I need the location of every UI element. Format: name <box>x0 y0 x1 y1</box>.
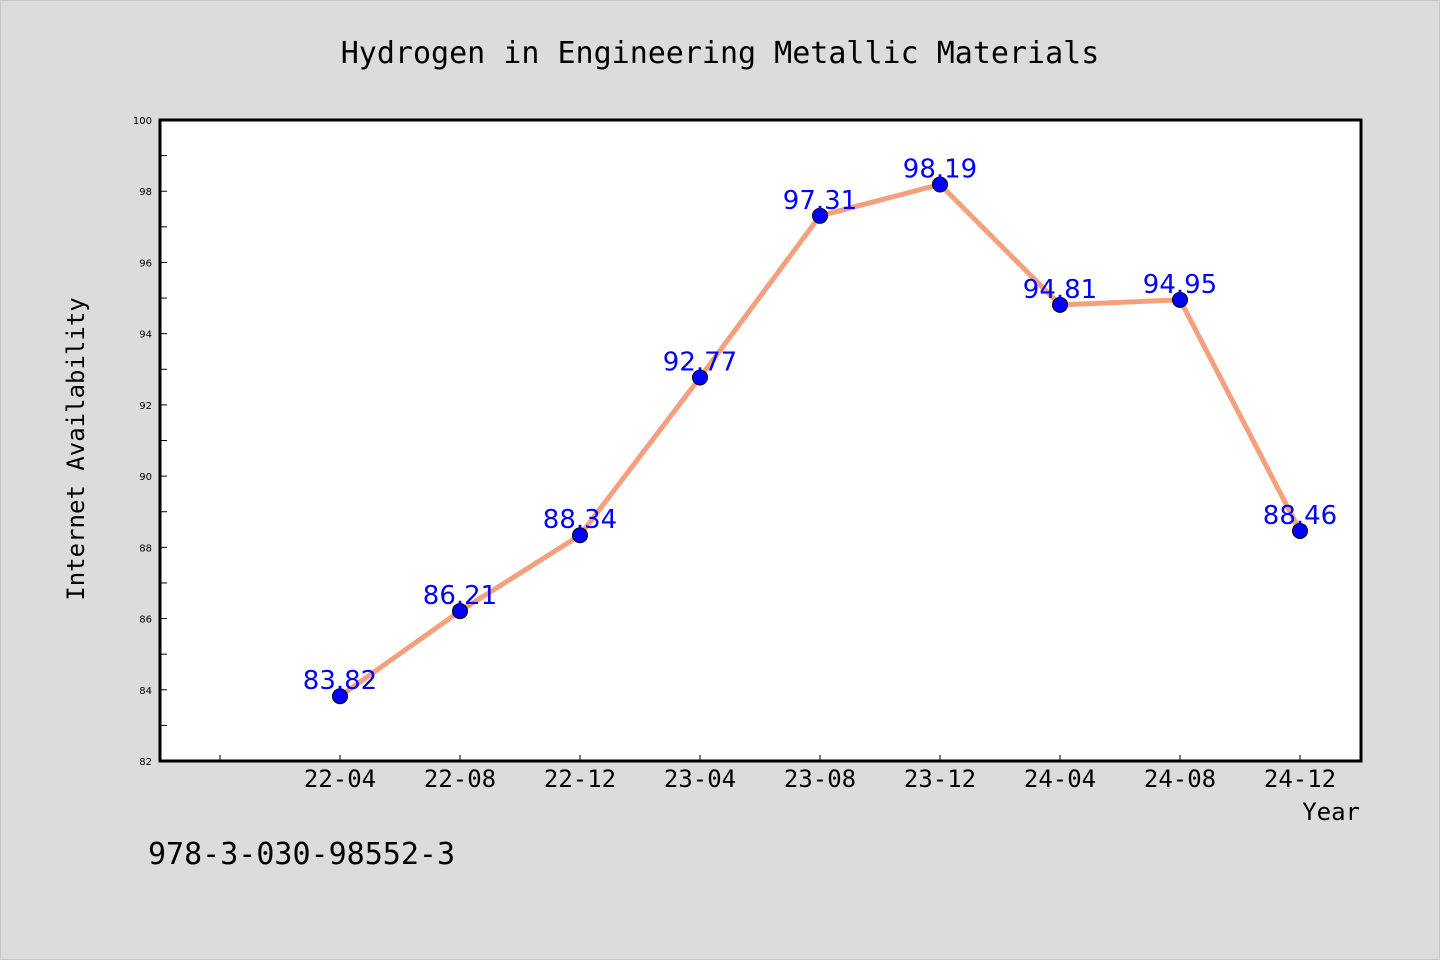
x-tick-label: 24-12 <box>1264 765 1336 793</box>
data-point <box>932 176 948 193</box>
data-label: 88.34 <box>543 505 617 535</box>
data-labels: 83.82 86.21 88.34 92.77 97.31 98.19 94.81 94.95… <box>303 154 1337 696</box>
isbn-text: 978-3-030-98552-3 <box>148 837 455 872</box>
data-point <box>332 688 348 705</box>
data-point <box>1172 291 1188 308</box>
y-tick-label: 84 <box>139 686 152 697</box>
data-label: 88.46 <box>1263 501 1337 531</box>
data-point <box>1292 522 1308 539</box>
data-point <box>452 603 468 620</box>
x-tick-label: 24-04 <box>1024 765 1096 793</box>
x-tick-label: 22-04 <box>304 765 376 793</box>
y-tick-label: 94 <box>139 330 152 341</box>
data-label: 94.95 <box>1143 270 1217 300</box>
x-tick-label: 24-08 <box>1144 765 1216 793</box>
y-tick-label: 100 <box>133 116 152 127</box>
y-tick-label: 82 <box>139 757 152 768</box>
y-tick-label: 88 <box>139 543 152 554</box>
x-axis: 22-04 22-08 22-12 23-04 23-08 23-12 24-04 24-08… <box>219 755 1336 793</box>
x-axis-label: Year <box>1302 798 1360 826</box>
data-label: 86.21 <box>423 581 497 611</box>
series-markers <box>332 176 1308 705</box>
y-tick-label: 90 <box>139 472 152 483</box>
data-label: 98.19 <box>903 154 977 184</box>
x-tick-label: 22-12 <box>544 765 616 793</box>
y-tick-label: 96 <box>139 258 152 269</box>
data-label: 92.77 <box>663 347 737 377</box>
data-point <box>692 369 708 386</box>
x-tick-label: 23-04 <box>664 765 736 793</box>
data-point <box>572 527 588 544</box>
data-point <box>812 207 828 224</box>
x-tick-label: 22-08 <box>424 765 496 793</box>
data-label: 97.31 <box>783 186 857 216</box>
data-point <box>1052 296 1068 313</box>
y-axis: 82 84 86 88 90 92 94 96 98 100 <box>133 116 167 768</box>
data-label: 94.81 <box>1023 275 1097 305</box>
x-tick-label: 23-12 <box>904 765 976 793</box>
y-tick-label: 86 <box>139 615 152 626</box>
x-tick-label: 23-08 <box>784 765 856 793</box>
plot-area <box>158 118 1363 763</box>
chart-title: Hydrogen in Engineering Metallic Materia… <box>341 36 1100 71</box>
data-label: 83.82 <box>303 666 377 696</box>
y-tick-label: 92 <box>139 401 152 412</box>
y-tick-label: 98 <box>139 187 152 198</box>
y-axis-label: Internet Availability <box>62 297 90 600</box>
